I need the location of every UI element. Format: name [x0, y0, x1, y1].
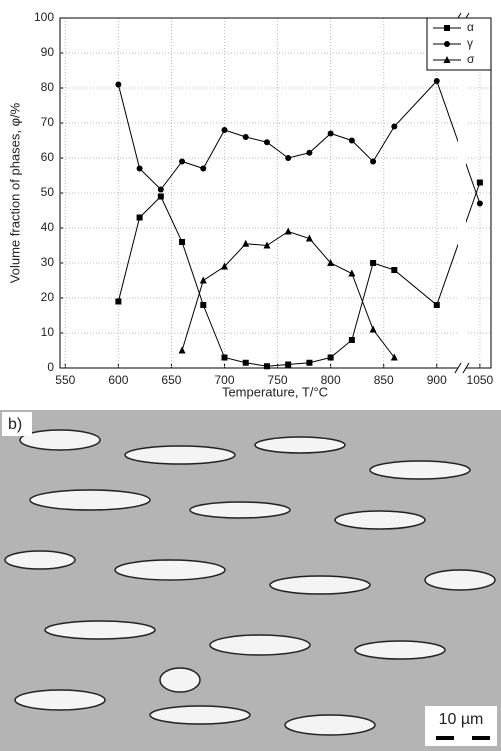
marker	[179, 158, 186, 165]
x-tick-label: 550	[55, 373, 75, 387]
panel-label: b)	[8, 416, 22, 433]
marker	[391, 123, 398, 130]
marker	[242, 134, 249, 140]
marker	[242, 239, 250, 247]
marker	[199, 276, 207, 284]
scale-bar	[472, 736, 490, 740]
marker	[443, 56, 451, 63]
marker	[284, 227, 292, 235]
x-tick-label: 750	[268, 373, 288, 387]
marker	[305, 234, 313, 242]
marker	[285, 361, 292, 368]
marker	[200, 302, 207, 308]
series-line	[117, 80, 481, 204]
y-axis-label: Volume fraction of phases, φ/%	[7, 102, 22, 283]
x-tick-label: 850	[374, 373, 394, 387]
micrograph: b) 10 µm	[0, 410, 501, 751]
marker	[327, 259, 335, 266]
x-tick-label: 800	[321, 373, 341, 387]
legend-label: γ	[467, 36, 473, 50]
y-tick-label: 70	[41, 115, 55, 129]
y-tick-label: 80	[41, 80, 55, 94]
marker	[327, 354, 334, 361]
x-tick-label: 600	[108, 373, 128, 387]
marker	[444, 25, 450, 31]
marker	[285, 155, 292, 161]
legend-label: σ	[467, 52, 475, 66]
axis-break-mark	[462, 362, 470, 374]
marker	[115, 81, 122, 88]
y-tick-label: 30	[41, 255, 55, 269]
y-tick-label: 100	[34, 10, 54, 24]
x-tick-label: 900	[427, 373, 447, 387]
marker	[348, 337, 355, 343]
marker	[200, 165, 207, 172]
marker	[242, 359, 249, 366]
scale-bar	[436, 736, 454, 740]
marker	[157, 186, 164, 193]
marker	[348, 137, 355, 144]
series-line	[181, 230, 395, 358]
axis-break-gap	[458, 10, 466, 376]
marker	[263, 363, 270, 370]
legend-label: α	[467, 20, 474, 34]
marker	[263, 139, 270, 146]
x-axis-label: Temperature, T/°C	[222, 384, 328, 399]
marker	[370, 158, 377, 165]
y-tick-label: 90	[41, 45, 55, 59]
marker	[370, 260, 377, 266]
marker	[391, 267, 398, 273]
marker	[179, 239, 186, 245]
marker	[136, 214, 143, 221]
y-tick-label: 60	[41, 150, 55, 164]
y-tick-label: 20	[41, 290, 55, 304]
marker	[221, 354, 228, 361]
y-tick-label: 40	[41, 220, 55, 234]
x-tick-label: 700	[214, 373, 234, 387]
series-line	[117, 182, 481, 367]
marker	[369, 325, 377, 333]
marker	[476, 179, 483, 186]
marker	[390, 353, 398, 361]
marker	[221, 127, 228, 133]
marker	[327, 130, 334, 137]
axis-break-mark	[454, 362, 462, 374]
marker	[136, 165, 143, 172]
marker	[348, 269, 356, 277]
y-tick-label: 10	[41, 325, 55, 339]
y-tick-label: 50	[41, 185, 55, 199]
marker	[157, 193, 164, 200]
marker	[306, 359, 313, 366]
marker	[433, 78, 440, 84]
label-box	[2, 412, 32, 436]
x-tick-label: 650	[161, 373, 181, 387]
x-tick-label: 1050	[467, 373, 494, 387]
marker	[221, 262, 229, 270]
marker	[444, 41, 450, 47]
marker	[178, 346, 186, 354]
marker	[306, 149, 313, 156]
marker	[263, 241, 271, 249]
scale-bar-label: 10 µm	[439, 711, 484, 728]
marker	[433, 302, 440, 308]
y-tick-label: 0	[47, 360, 54, 374]
marker	[476, 200, 483, 207]
grains	[4, 429, 496, 736]
marker	[115, 298, 122, 305]
